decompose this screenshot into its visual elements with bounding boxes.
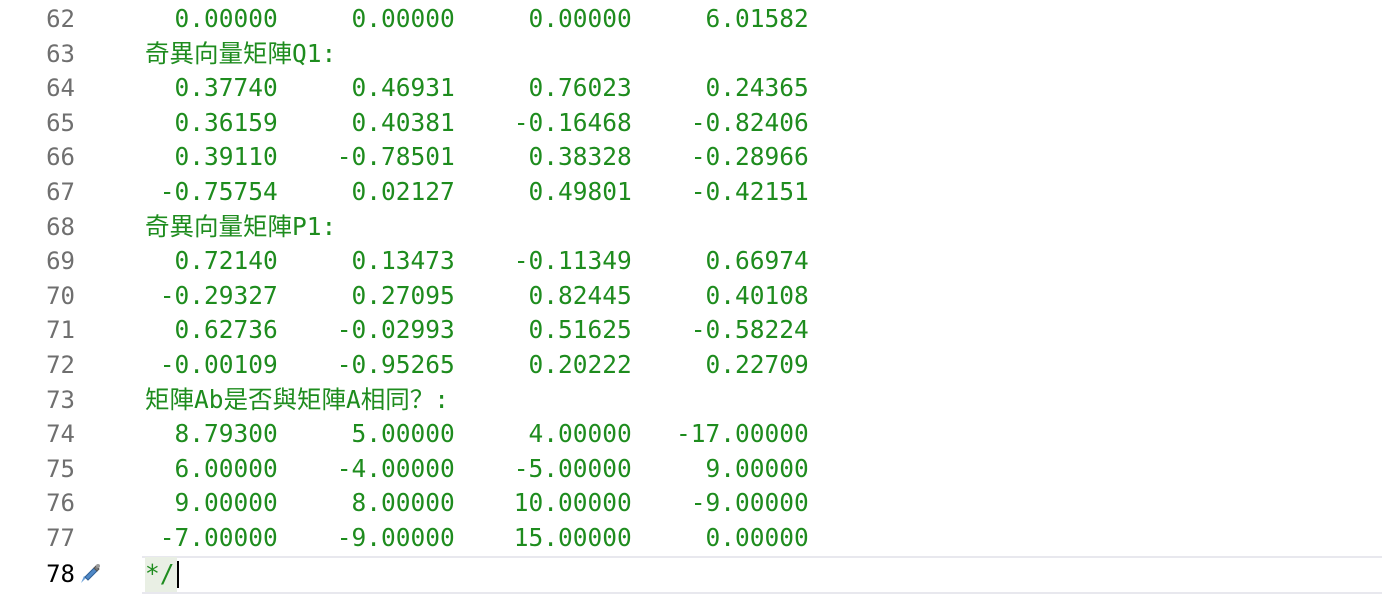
code-line[interactable]: 68 奇異向量矩陣P1: <box>0 210 1392 245</box>
line-number: 62 <box>46 5 75 33</box>
current-code-line[interactable]: 78 */ <box>0 557 1392 592</box>
line-text[interactable]: 奇異向量矩陣P1: <box>145 211 337 241</box>
code-line[interactable]: 62 0.00000 0.00000 0.00000 6.01582 <box>0 2 1392 37</box>
code-line[interactable]: 67 -0.75754 0.02127 0.49801 -0.42151 <box>0 175 1392 210</box>
line-text[interactable]: 9.00000 8.00000 10.00000 -9.00000 <box>145 488 809 518</box>
comment-end-text[interactable]: */ <box>145 557 177 592</box>
line-number: 73 <box>46 385 75 414</box>
code-line[interactable]: 71 0.62736 -0.02993 0.51625 -0.58224 <box>0 313 1392 348</box>
line-number: 65 <box>46 108 75 137</box>
code-line[interactable]: 72 -0.00109 -0.95265 0.20222 0.22709 <box>0 348 1392 383</box>
line-text[interactable]: 8.79300 5.00000 4.00000 -17.00000 <box>145 419 809 449</box>
line-number: 64 <box>46 74 75 103</box>
code-line[interactable]: 65 0.36159 0.40381 -0.16468 -0.82406 <box>0 106 1392 141</box>
line-number: 76 <box>46 489 75 518</box>
code-line[interactable]: 66 0.39110 -0.78501 0.38328 -0.28966 <box>0 140 1392 175</box>
line-text[interactable]: -7.00000 -9.00000 15.00000 0.00000 <box>145 523 809 552</box>
line-text[interactable]: -0.00109 -0.95265 0.20222 0.22709 <box>145 350 809 379</box>
code-line[interactable]: 69 0.72140 0.13473 -0.11349 0.66974 <box>0 244 1392 279</box>
line-text[interactable]: 0.00000 0.00000 0.00000 6.01582 <box>145 4 809 33</box>
code-line[interactable]: 77 -7.00000 -9.00000 15.00000 0.00000 <box>0 521 1392 556</box>
line-text[interactable]: 0.72140 0.13473 -0.11349 0.66974 <box>145 246 809 276</box>
line-text[interactable]: -0.75754 0.02127 0.49801 -0.42151 <box>145 177 809 206</box>
line-text[interactable]: 奇異向量矩陣Q1: <box>145 38 337 68</box>
code-line[interactable]: 76 9.00000 8.00000 10.00000 -9.00000 <box>0 486 1392 521</box>
line-text[interactable]: 0.39110 -0.78501 0.38328 -0.28966 <box>145 142 809 172</box>
line-number: 71 <box>46 316 75 345</box>
line-text[interactable]: 6.00000 -4.00000 -5.00000 9.00000 <box>145 453 809 483</box>
code-line[interactable]: 73 矩陣Ab是否與矩陣A相同？: <box>0 383 1392 418</box>
current-line-number: 78 <box>46 560 75 588</box>
line-text[interactable]: 0.62736 -0.02993 0.51625 -0.58224 <box>145 315 809 345</box>
line-text[interactable]: 0.36159 0.40381 -0.16468 -0.82406 <box>145 107 809 137</box>
line-number: 72 <box>46 351 75 379</box>
line-text[interactable]: 0.37740 0.46931 0.76023 0.24365 <box>145 73 809 103</box>
line-number: 68 <box>46 212 75 241</box>
line-number: 77 <box>46 524 75 552</box>
code-line[interactable]: 63 奇異向量矩陣Q1: <box>0 37 1392 72</box>
line-number: 69 <box>46 247 75 276</box>
line-number: 74 <box>46 420 75 449</box>
text-caret <box>177 561 179 588</box>
line-text[interactable]: 矩陣Ab是否與矩陣A相同？: <box>145 384 449 414</box>
pen-icon[interactable] <box>77 561 103 587</box>
code-line[interactable]: 74 8.79300 5.00000 4.00000 -17.00000 <box>0 417 1392 452</box>
line-number: 75 <box>46 454 75 483</box>
line-number: 63 <box>46 39 75 68</box>
current-line-highlight <box>142 556 1382 594</box>
code-line[interactable]: 75 6.00000 -4.00000 -5.00000 9.00000 <box>0 452 1392 487</box>
code-line[interactable]: 70 -0.29327 0.27095 0.82445 0.40108 <box>0 279 1392 314</box>
line-number: 70 <box>46 281 75 310</box>
line-number: 66 <box>46 143 75 172</box>
code-line[interactable]: 64 0.37740 0.46931 0.76023 0.24365 <box>0 71 1392 106</box>
line-number: 67 <box>46 178 75 206</box>
line-text[interactable]: -0.29327 0.27095 0.82445 0.40108 <box>145 280 809 310</box>
